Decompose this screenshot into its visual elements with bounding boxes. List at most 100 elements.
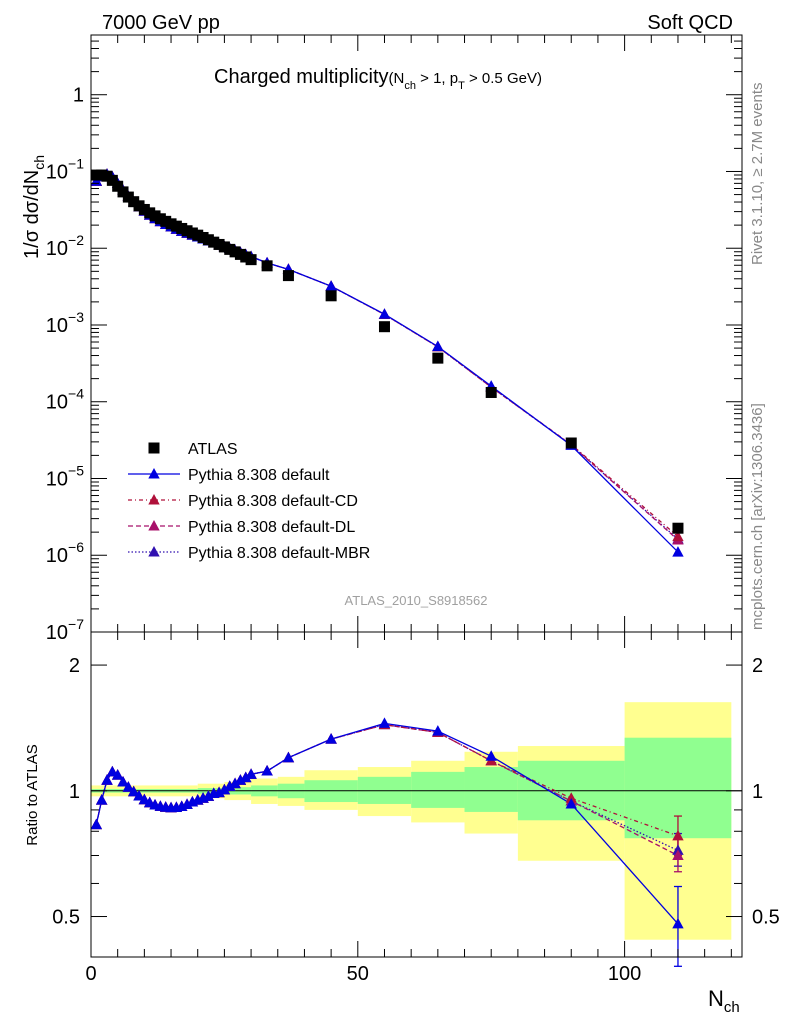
source-label: mcplots.cern.ch [arXiv:1306.3436] bbox=[749, 403, 766, 630]
main-point-atlas bbox=[325, 290, 337, 302]
legend-marker-dl bbox=[148, 520, 160, 531]
main-point-atlas bbox=[261, 260, 273, 272]
main-y-tick-label-base: 1 bbox=[73, 85, 84, 107]
ratio-point-default bbox=[101, 774, 113, 785]
ratio-point-default bbox=[672, 917, 684, 929]
ratio-point-default bbox=[432, 725, 444, 736]
ratio-y-tick-label-left: 0.5 bbox=[52, 907, 80, 929]
legend-item-cd: Pythia 8.308 default-CD bbox=[128, 493, 358, 510]
ratio-y-tick-label-left: 1 bbox=[69, 781, 80, 803]
main-y-tick-label: 1 bbox=[73, 85, 84, 107]
main-point-atlas bbox=[432, 352, 444, 364]
ratio-frame bbox=[90, 631, 743, 958]
main-y-label-sub: ch bbox=[31, 155, 47, 170]
chart-title-sub: (Nch > 1, pT > 0.5 GeV) bbox=[389, 70, 542, 92]
main-point-default bbox=[432, 340, 444, 351]
main-y-tick-label-base: 10 bbox=[46, 238, 68, 260]
x-tick-label: 50 bbox=[347, 963, 369, 985]
main-y-tick-label-exp: −2 bbox=[68, 232, 84, 248]
ratio-y-tick-label-right: 2 bbox=[752, 655, 763, 677]
ratio-point-default bbox=[240, 771, 252, 783]
main-y-tick-label: 10−7 bbox=[46, 616, 84, 644]
ratio-point-default bbox=[111, 769, 124, 780]
ratio-point-cd bbox=[672, 829, 684, 841]
rivet-label: Rivet 3.1.10, ≥ 2.7M events bbox=[749, 83, 766, 266]
main-y-tick-label-exp: −6 bbox=[68, 539, 84, 555]
main-point-atlas bbox=[565, 437, 577, 449]
main-y-label: 1/σ dσ/dNch bbox=[21, 155, 47, 259]
main-y-tick-label-base: 10 bbox=[46, 545, 68, 567]
ratio-band-stat bbox=[411, 771, 465, 808]
ratio-point-default bbox=[95, 794, 108, 805]
ratio-point-default bbox=[485, 750, 497, 761]
legend-label-atlas: ATLAS bbox=[188, 441, 238, 458]
ratio-point-default bbox=[224, 780, 236, 791]
ratio-point-default bbox=[117, 775, 129, 787]
main-panel: 10−710−610−510−410−310−210−11 1/σ dσ/dNc… bbox=[21, 34, 743, 644]
main-point-default bbox=[378, 308, 391, 319]
ratio-point-dl bbox=[672, 849, 684, 860]
ratio-point-default bbox=[245, 768, 257, 779]
main-y-tick-label-base: 10 bbox=[46, 622, 68, 644]
chart-title: Charged multiplicity(Nch > 1, pT > 0.5 G… bbox=[214, 66, 542, 92]
ratio-tick-labels: 0.5 0.5 1 1 2 2 0 50 100 bbox=[52, 655, 780, 985]
main-y-tick-label-exp: −7 bbox=[68, 616, 84, 632]
x-axis-label: Nch bbox=[708, 986, 740, 1016]
main-point-default bbox=[325, 280, 337, 291]
ratio-point-default bbox=[325, 733, 337, 744]
main-y-tick-label: 10−6 bbox=[46, 539, 84, 567]
legend-label-dl: Pythia 8.308 default-DL bbox=[188, 519, 355, 536]
ratio-y-label: Ratio to ATLAS bbox=[24, 744, 41, 845]
main-plot-content bbox=[90, 168, 684, 557]
header-right: Soft QCD bbox=[647, 12, 733, 34]
main-point-atlas bbox=[245, 254, 257, 266]
x-tick-label: 100 bbox=[608, 963, 641, 985]
main-y-tick-label: 10−3 bbox=[46, 309, 84, 337]
legend-item-default: Pythia 8.308 default bbox=[128, 467, 330, 484]
main-y-tick-label-base: 10 bbox=[46, 392, 68, 414]
main-y-tick-label: 10−5 bbox=[46, 462, 84, 490]
ratio-point-default bbox=[218, 783, 231, 795]
x-axis-label-text: N bbox=[708, 986, 724, 1011]
main-axis-ticks bbox=[90, 34, 742, 633]
ratio-band-stat bbox=[464, 767, 518, 812]
main-point-default bbox=[672, 546, 684, 557]
main-y-tick-label: 10−1 bbox=[46, 155, 84, 183]
main-y-tick-label-exp: −3 bbox=[68, 309, 84, 325]
main-y-label-text: 1/σ dσ/dN bbox=[21, 170, 43, 259]
ratio-axis-ticks bbox=[90, 632, 742, 958]
main-point-atlas bbox=[282, 270, 294, 282]
main-y-tick-label-base: 10 bbox=[46, 315, 68, 337]
legend-label-cd: Pythia 8.308 default-CD bbox=[188, 493, 358, 510]
ratio-point-default bbox=[261, 765, 273, 776]
x-axis-label-sub: ch bbox=[724, 999, 740, 1016]
main-y-tick-label-base: 10 bbox=[46, 468, 68, 490]
main-point-atlas bbox=[112, 180, 124, 192]
main-point-atlas bbox=[106, 174, 118, 186]
ratio-point-default bbox=[106, 765, 119, 777]
legend-label-default: Pythia 8.308 default bbox=[188, 467, 330, 484]
ratio-y-tick-label-right: 1 bbox=[752, 781, 763, 803]
legend-marker-mbr bbox=[148, 546, 160, 557]
legend: ATLAS Pythia 8.308 default Pythia 8.308 de… bbox=[128, 441, 370, 562]
chart-title-main: Charged multiplicity bbox=[214, 66, 389, 88]
main-y-tick-label-exp: −5 bbox=[68, 462, 84, 478]
main-y-tick-label: 10−4 bbox=[46, 386, 84, 414]
ratio-point-default bbox=[202, 790, 215, 801]
legend-item-mbr: Pythia 8.308 default-MBR bbox=[128, 545, 370, 562]
main-y-tick-label-base: 10 bbox=[46, 161, 68, 183]
x-tick-label: 0 bbox=[85, 963, 96, 985]
main-y-tick-label-exp: −4 bbox=[68, 386, 84, 402]
ratio-point-default bbox=[565, 797, 577, 809]
main-point-atlas bbox=[672, 522, 684, 534]
main-y-tick-labels: 10−710−610−510−410−310−210−11 bbox=[46, 85, 84, 644]
legend-marker-cd bbox=[148, 494, 160, 505]
main-point-atlas bbox=[485, 386, 497, 398]
ratio-point-default bbox=[90, 818, 103, 830]
main-point-cd bbox=[672, 530, 684, 542]
ratio-point-default bbox=[229, 777, 241, 789]
legend-item-atlas: ATLAS bbox=[148, 441, 238, 458]
legend-marker-default bbox=[148, 468, 160, 479]
ratio-point-cd bbox=[565, 792, 577, 803]
